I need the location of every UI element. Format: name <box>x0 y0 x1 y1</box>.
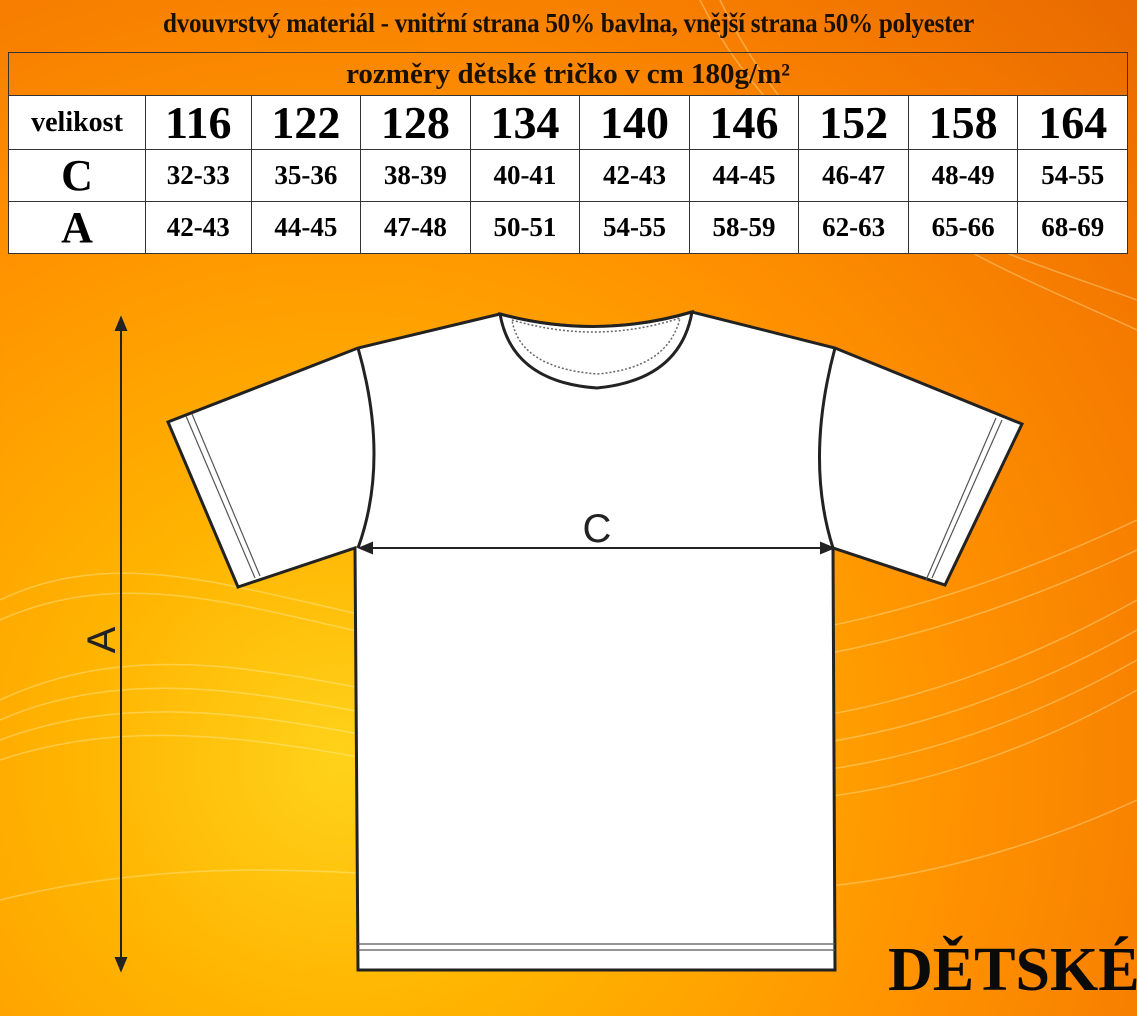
value-cell: 40-41 <box>469 149 581 202</box>
table-row-c: C 32-33 35-36 38-39 40-41 42-43 44-45 46… <box>8 149 1128 202</box>
value-cell: 54-55 <box>1017 149 1128 202</box>
value-cell: 54-55 <box>579 201 690 254</box>
material-title: dvouvrstvý materiál - vnitřní strana 50%… <box>163 8 974 38</box>
value-cell: 44-45 <box>250 201 362 254</box>
size-cell: 164 <box>1017 95 1128 150</box>
table-row-a: A 42-43 44-45 47-48 50-51 54-55 58-59 62… <box>8 201 1128 254</box>
size-cell: 146 <box>688 95 800 150</box>
length-measure-arrow <box>114 315 128 973</box>
value-cell: 62-63 <box>798 201 909 254</box>
row-label: A <box>8 201 146 254</box>
value-cell: 48-49 <box>907 149 1019 202</box>
size-header-row: velikost 116 122 128 134 140 146 152 158… <box>8 95 1128 150</box>
value-cell: 32-33 <box>145 149 252 202</box>
value-cell: 68-69 <box>1017 201 1128 254</box>
kids-label: DĚTSKÉ <box>888 936 1137 1004</box>
value-cell: 44-45 <box>688 149 800 202</box>
collar <box>498 309 694 390</box>
value-cell: 58-59 <box>688 201 800 254</box>
width-measure-arrow <box>357 541 836 555</box>
value-cell: 50-51 <box>469 201 581 254</box>
size-cell: 116 <box>145 95 252 150</box>
value-cell: 65-66 <box>907 201 1019 254</box>
width-label: C <box>583 507 612 551</box>
value-cell: 47-48 <box>360 201 471 254</box>
size-cell: 152 <box>798 95 909 150</box>
value-cell: 38-39 <box>360 149 471 202</box>
size-cell: 122 <box>250 95 362 150</box>
value-cell: 46-47 <box>798 149 909 202</box>
length-label: A <box>80 626 124 653</box>
row-label: C <box>8 149 146 202</box>
size-table: rozměry dětské tričko v cm 180g/m² velik… <box>8 52 1128 254</box>
size-cell: 134 <box>469 95 581 150</box>
tshirt-outline <box>166 310 1025 972</box>
value-cell: 35-36 <box>250 149 362 202</box>
size-cell: 158 <box>907 95 1019 150</box>
size-header-label: velikost <box>8 95 146 150</box>
value-cell: 42-43 <box>145 201 252 254</box>
size-cell: 128 <box>360 95 471 150</box>
